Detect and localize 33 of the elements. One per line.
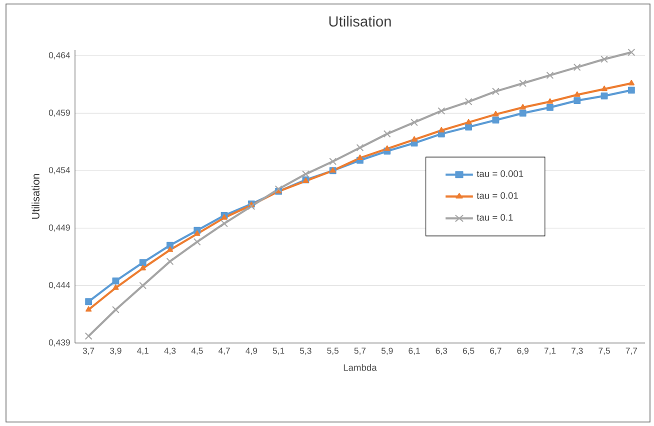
y-tick-label: 0,439 bbox=[48, 339, 70, 347]
x-tick-label: 6,7 bbox=[490, 348, 502, 355]
x-tick-label: 3,7 bbox=[82, 348, 94, 355]
x-tick-label: 4,5 bbox=[191, 348, 203, 355]
y-axis-title: Utilisation bbox=[32, 174, 40, 219]
x-tick-label: 6,3 bbox=[436, 348, 448, 355]
legend-label: tau = 0.1 bbox=[476, 214, 513, 221]
x-tick-label: 5,9 bbox=[381, 348, 393, 355]
x-tick-label: 4,1 bbox=[137, 348, 148, 355]
x-tick-label: 6,9 bbox=[517, 348, 528, 355]
x-tick-label: 7,1 bbox=[544, 348, 556, 355]
x-tick-label: 7,3 bbox=[572, 348, 583, 355]
x-tick-label: 4,7 bbox=[218, 348, 230, 355]
x-tick-label: 5,5 bbox=[327, 348, 339, 355]
y-tick-label: 0,449 bbox=[48, 224, 70, 232]
x-tick-label: 4,9 bbox=[246, 348, 258, 355]
x-tick-label: 7,7 bbox=[626, 348, 638, 355]
legend-label: tau = 0.01 bbox=[476, 192, 518, 199]
chart-title: Utilisation bbox=[329, 16, 391, 27]
y-tick-label: 0,464 bbox=[48, 52, 70, 60]
x-tick-label: 6,5 bbox=[462, 348, 474, 355]
y-tick-label: 0,459 bbox=[48, 110, 70, 117]
y-tick-label: 0,444 bbox=[48, 282, 70, 290]
x-tick-label: 5,7 bbox=[354, 348, 366, 355]
x-tick-label: 7,5 bbox=[598, 348, 610, 355]
x-tick-label: 5,3 bbox=[300, 348, 312, 355]
x-axis-title: Lambda bbox=[344, 364, 377, 371]
x-tick-label: 5,1 bbox=[272, 348, 284, 355]
x-tick-label: 6,1 bbox=[408, 348, 420, 355]
legend-label: tau = 0.001 bbox=[476, 170, 524, 177]
y-tick-label: 0,454 bbox=[48, 167, 70, 174]
x-tick-label: 4,3 bbox=[164, 348, 176, 355]
x-tick-label: 3,9 bbox=[110, 348, 122, 355]
